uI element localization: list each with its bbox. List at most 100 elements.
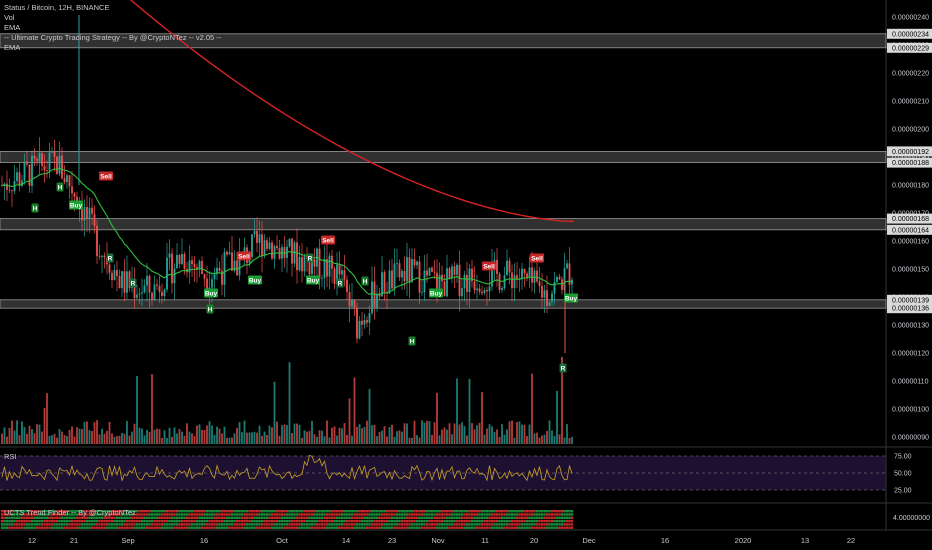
trend-cell — [568, 519, 571, 523]
trend-cell — [410, 510, 414, 513]
trend-cell — [145, 526, 149, 529]
trend-cell — [473, 513, 476, 516]
trend-cell — [398, 513, 401, 516]
trend-cell — [178, 526, 181, 529]
trend-cell — [73, 516, 76, 519]
signal-sell-label: Sell — [322, 237, 334, 244]
trend-cell — [93, 523, 96, 526]
trend-cell — [325, 526, 329, 529]
trend-cell — [50, 523, 54, 526]
trend-cell — [213, 513, 216, 516]
trend-cell — [533, 516, 536, 519]
candle — [341, 270, 343, 275]
trend-cell — [498, 523, 501, 526]
trend-cell — [213, 516, 216, 519]
volume-bar — [48, 435, 51, 444]
indicator-ema-2[interactable]: EMA — [4, 43, 21, 52]
trend-cell — [225, 519, 229, 523]
trend-cell — [108, 519, 111, 523]
trend-cell — [355, 513, 359, 516]
volume-bar — [333, 426, 336, 444]
trend-cell — [250, 510, 254, 513]
trend-cell — [485, 513, 489, 516]
candle — [41, 152, 43, 166]
trend-cell — [463, 519, 466, 523]
price-level-tag: 0.00000188 — [887, 157, 932, 168]
trend-cell — [250, 513, 254, 516]
trend-cell — [40, 513, 44, 516]
candle — [8, 189, 11, 191]
trend-cell — [328, 513, 331, 516]
trend-cell — [420, 510, 424, 513]
trend-cell — [8, 516, 11, 519]
trend-cell — [98, 519, 101, 523]
volume-bar — [213, 434, 216, 444]
trend-cell — [65, 526, 69, 529]
volume-bar — [63, 435, 66, 444]
candle — [401, 270, 403, 278]
trend-cell — [163, 519, 166, 523]
candle — [566, 263, 568, 269]
time-tick-label: 16 — [200, 536, 208, 545]
trend-cell — [140, 519, 144, 523]
trend-cell — [493, 513, 496, 516]
trend-cell — [15, 523, 19, 526]
trend-cell — [410, 519, 414, 523]
trend-cell — [185, 513, 189, 516]
trend-cell — [458, 513, 461, 516]
trend-cell — [20, 519, 24, 523]
trend-cell — [550, 523, 554, 526]
indicator-vol[interactable]: Vol — [4, 13, 15, 22]
trend-cell — [443, 510, 446, 513]
trend-cell — [70, 510, 74, 513]
trend-finder-label[interactable]: UCTS Trend Finder -- By @CryptoNTez — [4, 508, 136, 517]
trend-cell — [38, 510, 41, 513]
volume-bar — [516, 422, 518, 444]
candle — [31, 155, 33, 186]
price-level-tag: 0.00000229 — [887, 42, 932, 53]
trend-cell — [85, 510, 89, 513]
indicator-ema[interactable]: EMA — [4, 23, 21, 32]
trend-cell — [245, 526, 249, 529]
candle — [226, 251, 228, 255]
trend-cell — [535, 516, 539, 519]
trend-cell — [463, 523, 466, 526]
trend-cell — [283, 513, 286, 516]
trend-cell — [410, 523, 414, 526]
trend-cell — [488, 526, 491, 529]
volume-bar — [393, 436, 396, 444]
trend-cell — [90, 513, 94, 516]
trend-cell — [385, 516, 389, 519]
trend-cell — [368, 510, 371, 513]
candle — [481, 291, 483, 294]
trend-cell — [225, 523, 229, 526]
trend-cell — [33, 523, 36, 526]
rsi-label[interactable]: RSI — [4, 452, 17, 461]
trend-cell — [33, 510, 36, 513]
trend-cell — [220, 526, 224, 529]
trend-cell — [80, 510, 84, 513]
trend-cell — [90, 516, 94, 519]
trend-cell — [5, 519, 9, 523]
trend-cell — [210, 526, 214, 529]
trend-cell — [23, 523, 26, 526]
trend-cell — [155, 510, 159, 513]
time-tick-label: 12 — [28, 536, 36, 545]
trend-cell — [238, 526, 241, 529]
candle — [568, 263, 571, 285]
trend-cell — [13, 513, 16, 516]
trend-cell — [298, 523, 301, 526]
trend-cell — [493, 523, 496, 526]
trend-cell — [90, 523, 94, 526]
trend-cell — [153, 519, 156, 523]
trend-cell — [105, 513, 109, 516]
signal-sell-marker — [321, 235, 335, 245]
trend-cell — [538, 523, 541, 526]
trend-cell — [433, 510, 436, 513]
trend-cell — [148, 513, 151, 516]
indicator-ucts[interactable]: -- Ultimate Crypto Trading Strategy -- B… — [4, 33, 222, 42]
trend-cell — [460, 523, 464, 526]
trend-cell — [83, 526, 86, 529]
trend-cell — [3, 519, 6, 523]
